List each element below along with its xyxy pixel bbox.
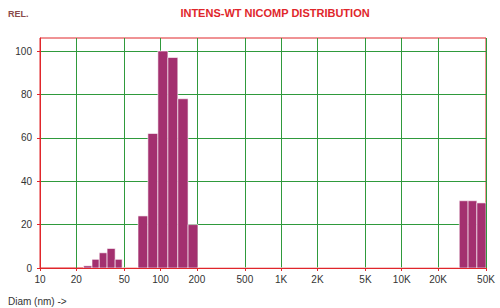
svg-text:REL.: REL. (8, 9, 29, 19)
svg-text:10: 10 (34, 274, 46, 285)
svg-text:40: 40 (21, 176, 33, 187)
svg-text:50K: 50K (477, 274, 495, 285)
svg-text:50: 50 (119, 274, 131, 285)
svg-text:2K: 2K (311, 274, 324, 285)
svg-text:20: 20 (71, 274, 83, 285)
svg-text:10K: 10K (393, 274, 411, 285)
svg-text:100: 100 (152, 274, 169, 285)
svg-text:200: 200 (189, 274, 206, 285)
svg-text:20K: 20K (429, 274, 447, 285)
svg-text:1K: 1K (275, 274, 288, 285)
svg-text:0: 0 (26, 263, 32, 274)
svg-text:Diam (nm) ->: Diam (nm) -> (8, 296, 67, 307)
svg-text:80: 80 (21, 89, 33, 100)
svg-text:5K: 5K (359, 274, 372, 285)
svg-text:20: 20 (21, 219, 33, 230)
svg-text:60: 60 (21, 132, 33, 143)
svg-text:INTENS-WT NICOMP DISTRIBUTION: INTENS-WT NICOMP DISTRIBUTION (180, 7, 369, 19)
svg-text:100: 100 (15, 46, 32, 57)
svg-text:500: 500 (237, 274, 254, 285)
